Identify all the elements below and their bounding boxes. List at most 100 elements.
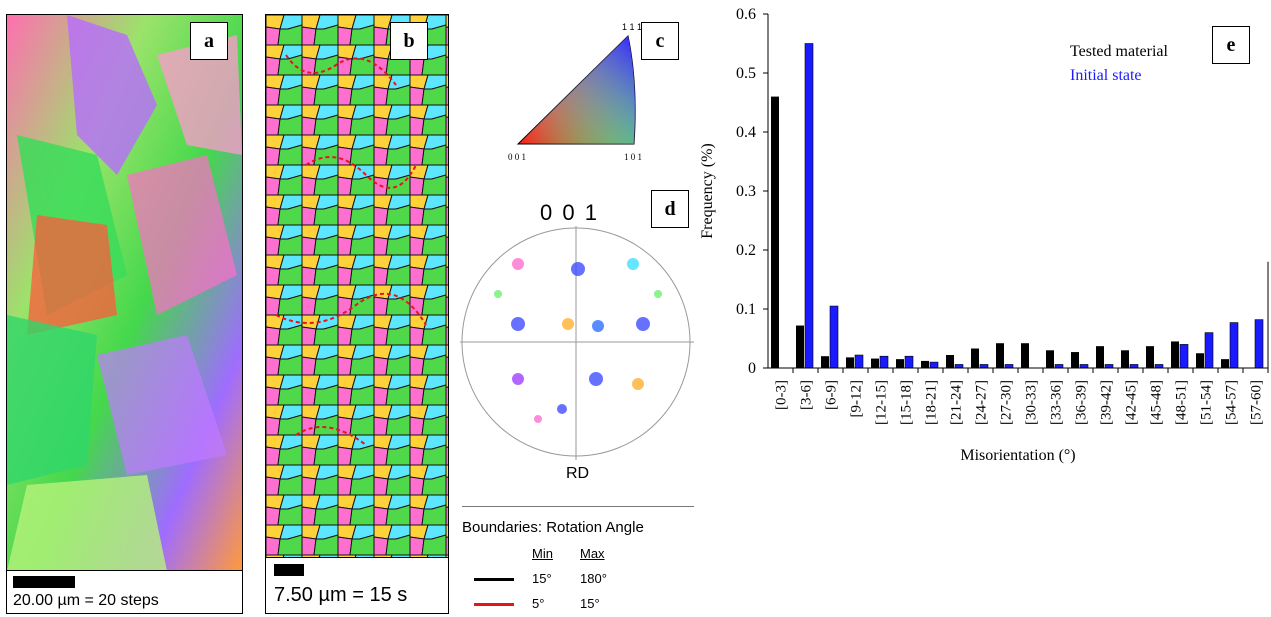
bar-initial-state	[1204, 332, 1214, 369]
x-tick-label: [12-15]	[874, 380, 890, 425]
bar-initial-state	[829, 305, 839, 369]
bar-initial-state	[1154, 364, 1164, 369]
bar-tested-material	[821, 356, 829, 368]
pole-figure-rd-label: RD	[566, 465, 590, 482]
x-tick-label: [48-51]	[1174, 380, 1190, 425]
boundary-legend-row1-min: 15°	[532, 571, 552, 586]
scalebar-b	[274, 564, 304, 576]
bar-initial-state	[1179, 344, 1189, 369]
legend-initial-state: Initial state	[1070, 67, 1142, 84]
bar-tested-material	[1071, 352, 1079, 368]
panel-label-b: b	[390, 22, 428, 60]
x-tick-label: [45-48]	[1149, 380, 1165, 425]
bar-tested-material	[1146, 346, 1154, 368]
y-tick-label: 0	[748, 360, 756, 377]
scalebar-box-a: 20.00 µm = 20 steps	[6, 570, 243, 614]
scale-text-b: 7.50 µm = 15 s	[274, 584, 408, 606]
bar-initial-state	[1004, 364, 1014, 369]
ipf-label-001: 0 0 1	[508, 152, 526, 162]
bar-initial-state	[904, 355, 914, 369]
bar-tested-material	[921, 360, 929, 368]
x-tick-label: [9-12]	[849, 380, 865, 418]
boundary-legend-divider	[462, 506, 694, 507]
x-tick-label: [39-42]	[1099, 380, 1115, 425]
x-tick-label: [15-18]	[899, 380, 915, 425]
panel-label-e: e	[1212, 26, 1250, 64]
boundary-legend-row1-max: 180°	[580, 571, 607, 586]
ebsd-map-a	[6, 14, 243, 572]
x-tick-label: [57-60]	[1249, 380, 1265, 425]
bar-initial-state	[1079, 364, 1089, 369]
bar-tested-material	[796, 325, 804, 368]
bar-initial-state	[954, 364, 964, 369]
boundary-legend-row2-min: 5°	[532, 596, 545, 611]
x-axis-ticks: [0-3] [3-6] [6-9] [9-12] [12-15] [15-18] [18-2…	[774, 368, 1269, 425]
ipf-label-101: 1 0 1	[624, 152, 642, 162]
ebsd-map-b-image	[266, 15, 448, 558]
bar-tested-material	[1221, 359, 1229, 368]
boundary-legend-min-header: Min	[532, 546, 553, 561]
boundary-legend-max-header: Max	[580, 546, 605, 561]
y-tick-label: 0.2	[736, 242, 756, 259]
bar-initial-state	[879, 355, 889, 369]
pole-figure-title: 0 0 1	[540, 200, 599, 225]
boundary-legend-title: Boundaries: Rotation Angle	[462, 519, 644, 536]
boundary-legend-line-high	[474, 578, 514, 581]
bar-initial-state	[979, 364, 989, 369]
x-tick-label: [30-33]	[1024, 380, 1040, 425]
x-tick-label: [27-30]	[999, 380, 1015, 425]
scalebar-box-b: 7.50 µm = 15 s	[265, 557, 449, 614]
x-tick-label: [33-36]	[1049, 380, 1065, 425]
bar-initial-state	[1104, 364, 1114, 369]
y-axis-label: Frequency (%)	[699, 143, 716, 239]
y-axis-ticks: 0 0.1 0.2 0.3 0.4 0.5 0.6	[736, 6, 768, 377]
bar-tested-material	[1121, 350, 1129, 368]
y-tick-label: 0.4	[736, 124, 756, 141]
bar-tested-material	[996, 343, 1004, 368]
bar-tested-material	[1171, 341, 1179, 368]
scale-text-a: 20.00 µm = 20 steps	[13, 592, 159, 609]
bar-tested-material	[771, 96, 779, 368]
bar-initial-state	[929, 361, 939, 369]
x-tick-label: [54-57]	[1224, 380, 1240, 425]
bar-tested-material	[1021, 343, 1029, 368]
bar-initial-state	[1229, 322, 1239, 369]
panel-label-c: c	[641, 22, 679, 60]
x-tick-label: [3-6]	[799, 380, 815, 410]
bar-tested-material	[846, 357, 854, 368]
legend-tested-material: Tested material	[1070, 43, 1169, 60]
x-tick-label: [21-24]	[949, 380, 965, 425]
bar-initial-state	[1054, 364, 1064, 369]
x-tick-label: [6-9]	[824, 380, 840, 410]
boundary-legend-row2-max: 15°	[580, 596, 600, 611]
x-tick-label: [36-39]	[1074, 380, 1090, 425]
bar-tested-material	[896, 359, 904, 368]
x-tick-label: [51-54]	[1199, 380, 1215, 425]
bar-initial-state	[854, 354, 864, 369]
ipf-triangle: 1 1 1 0 0 1 1 0 1	[508, 22, 642, 162]
x-axis-label: Misorientation (°)	[960, 447, 1075, 464]
x-tick-label: [18-21]	[924, 380, 940, 425]
panel-label-a: a	[190, 22, 228, 60]
misorientation-chart: 0 0.1 0.2 0.3 0.4 0.5 0.6 [0-3] [3-6] [6-9] [9-12…	[699, 6, 1269, 464]
bar-initial-state	[1254, 319, 1264, 369]
chart-bars	[771, 43, 1264, 369]
y-tick-label: 0.6	[736, 6, 756, 23]
bar-tested-material	[1196, 353, 1204, 368]
bar-tested-material	[871, 358, 879, 368]
panel-label-d: d	[651, 190, 689, 228]
boundary-legend-line-low	[474, 603, 514, 606]
bar-tested-material	[1046, 350, 1054, 368]
bar-tested-material	[946, 355, 954, 368]
bar-initial-state	[804, 43, 814, 369]
y-tick-label: 0.1	[736, 301, 756, 318]
bar-initial-state	[1129, 364, 1139, 369]
scalebar-a	[13, 576, 75, 588]
bar-tested-material	[971, 348, 979, 368]
x-tick-label: [24-27]	[974, 380, 990, 425]
ipf-label-111: 1 1 1	[622, 22, 642, 32]
ebsd-map-a-image	[7, 15, 242, 571]
bar-tested-material	[1096, 346, 1104, 368]
x-tick-label: [0-3]	[774, 380, 790, 410]
ebsd-map-b	[265, 14, 449, 559]
